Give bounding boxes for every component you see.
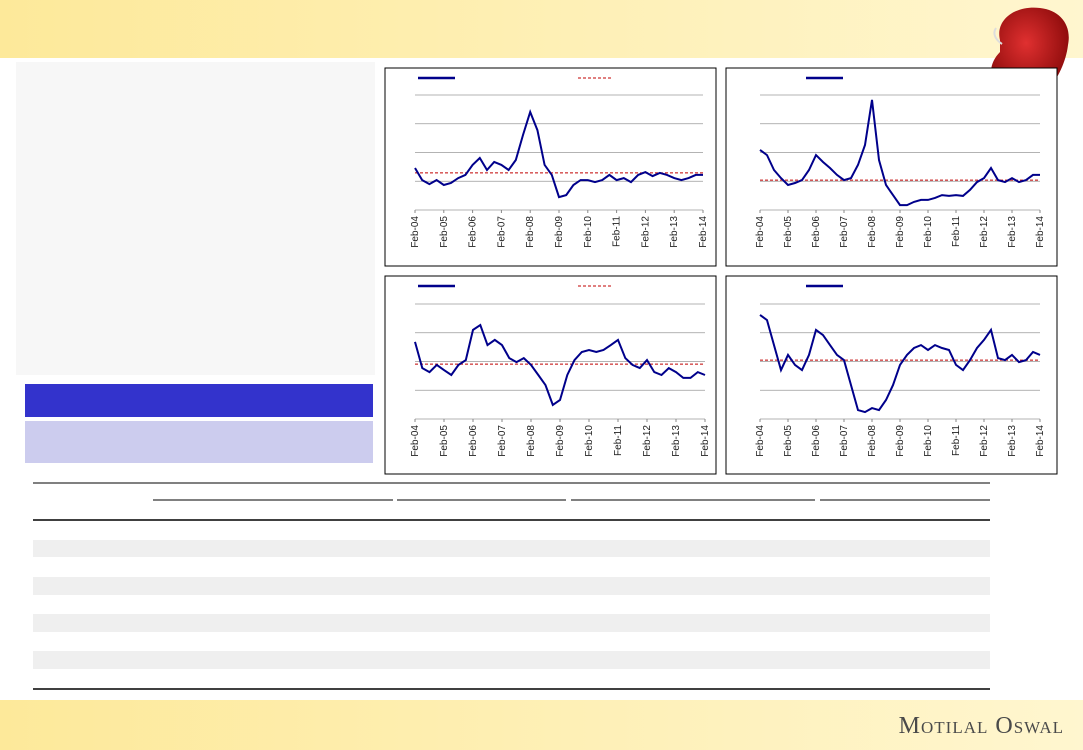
- table: [33, 482, 990, 690]
- chart: Feb-04 Feb-05 Feb-06 Feb-07 Feb-08 Feb-09 Feb-…: [725, 275, 1058, 475]
- series-line: [759, 99, 1040, 207]
- x-tick-label: Feb-09: [895, 216, 906, 248]
- series-line: [414, 109, 703, 199]
- x-tick-label: Feb-08: [525, 216, 536, 248]
- highlight-bar: [25, 384, 373, 417]
- chart: Feb-04 Feb-05 Feb-06 Feb-07 Feb-08 Feb-09 Feb-…: [384, 67, 717, 267]
- x-tick-label: Feb-05: [783, 425, 794, 457]
- x-tick-label: Feb-09: [555, 425, 566, 457]
- x-tick-label: Feb-14: [698, 216, 709, 248]
- x-tick-label: Feb-06: [811, 425, 822, 457]
- x-tick-label: Feb-10: [923, 216, 934, 248]
- series-line: [414, 323, 706, 407]
- chart-frame: [384, 67, 717, 267]
- x-tick-label: Feb-11: [951, 216, 962, 247]
- x-tick-label: Feb-11: [951, 425, 962, 456]
- highlight-panel: [25, 421, 373, 463]
- x-tick-label: Feb-12: [640, 216, 651, 248]
- x-tick-label: Feb-12: [979, 216, 990, 248]
- x-tick-label: Feb-11: [612, 216, 623, 247]
- x-tick-label: Feb-07: [839, 425, 850, 457]
- chart: Feb-04 Feb-05 Feb-06 Feb-07 Feb-08 Feb-09 Feb-…: [384, 275, 717, 475]
- x-tick-label: Feb-10: [923, 425, 934, 457]
- x-tick-label: Feb-13: [669, 216, 680, 248]
- x-tick-label: Feb-14: [1035, 425, 1046, 457]
- chart-frame: [725, 67, 1058, 267]
- footer-logo: Motilal Oswal: [899, 713, 1064, 739]
- x-tick-label: Feb-06: [811, 216, 822, 248]
- x-tick-label: Feb-13: [1007, 216, 1018, 248]
- x-tick-label: Feb-08: [867, 216, 878, 248]
- x-tick-label: Feb-14: [700, 425, 711, 457]
- x-tick-label: Feb-07: [839, 216, 850, 248]
- x-tick-label: Feb-04: [410, 425, 421, 457]
- text-panel: [16, 62, 375, 375]
- chart-frame: [725, 275, 1058, 475]
- x-tick-label: Feb-12: [979, 425, 990, 457]
- series-line: [759, 314, 1041, 414]
- x-tick-label: Feb-04: [755, 216, 766, 248]
- x-tick-label: Feb-04: [755, 425, 766, 457]
- x-tick-label: Feb-14: [1035, 216, 1046, 248]
- x-tick-label: Feb-10: [583, 216, 594, 248]
- footer-band: [0, 700, 1083, 750]
- x-tick-label: Feb-12: [642, 425, 653, 457]
- x-tick-label: Feb-05: [783, 216, 794, 248]
- x-tick-label: Feb-10: [584, 425, 595, 457]
- x-tick-label: Feb-05: [439, 425, 450, 457]
- chart-frame: [384, 275, 717, 475]
- x-tick-label: Feb-09: [554, 216, 565, 248]
- x-tick-label: Feb-08: [526, 425, 537, 457]
- x-tick-label: Feb-11: [613, 425, 624, 456]
- x-tick-label: Feb-07: [497, 425, 508, 457]
- x-tick-label: Feb-04: [410, 216, 421, 248]
- x-tick-label: Feb-13: [1007, 425, 1018, 457]
- chart: Feb-04 Feb-05 Feb-06 Feb-07 Feb-08 Feb-09 Feb-…: [725, 67, 1058, 267]
- x-tick-label: Feb-09: [895, 425, 906, 457]
- x-tick-label: Feb-08: [867, 425, 878, 457]
- x-tick-label: Feb-13: [671, 425, 682, 457]
- x-tick-label: Feb-05: [439, 216, 450, 248]
- header-band: [0, 0, 1083, 58]
- x-tick-label: Feb-07: [496, 216, 507, 248]
- x-tick-label: Feb-06: [468, 216, 479, 248]
- x-tick-label: Feb-06: [468, 425, 479, 457]
